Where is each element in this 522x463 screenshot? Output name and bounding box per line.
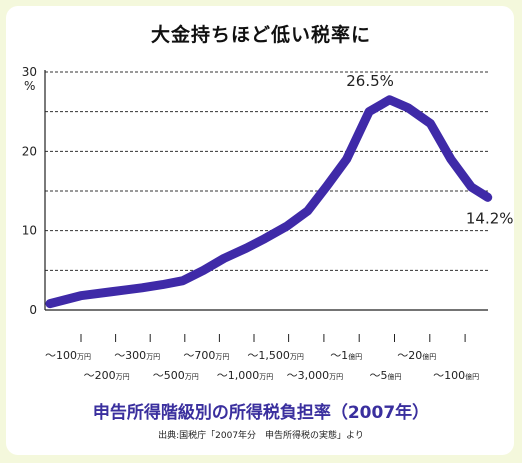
x-tick-label: ～1億円 [330, 349, 362, 362]
x-tick-label: ～100万円 [45, 349, 91, 362]
y-axis-unit: % [24, 79, 35, 93]
x-tick-label: ～100億円 [433, 369, 479, 382]
x-tick-label: ～700万円 [183, 349, 229, 362]
y-tick-label: 10 [22, 224, 37, 238]
x-tick-label: ～200万円 [84, 369, 130, 382]
x-tick-label: ～1,000万円 [217, 369, 274, 382]
chart-subtitle: 申告所得階級別の所得税負担率（2007年） [92, 403, 430, 423]
chart-title: 大金持ちほど低い税率に [150, 24, 371, 46]
x-tick-label: ～5億円 [370, 369, 402, 382]
y-tick-label: 30 [22, 65, 37, 79]
y-tick-label: 20 [22, 144, 37, 158]
source-note: 出典:国税庁「2007年分 申告所得税の実態」より [158, 431, 364, 441]
x-tick-label: ～500万円 [153, 369, 199, 382]
y-tick-label: 0 [29, 303, 37, 317]
end-annotation: 14.2% [466, 209, 514, 227]
x-tick-label: ～1,500万円 [247, 349, 304, 362]
peak-annotation: 26.5% [346, 72, 394, 90]
x-tick-label: ～20億円 [397, 349, 436, 362]
x-tick-label: ～300万円 [114, 349, 160, 362]
series-line [45, 95, 493, 309]
x-tick-label: ～3,000万円 [287, 369, 344, 382]
